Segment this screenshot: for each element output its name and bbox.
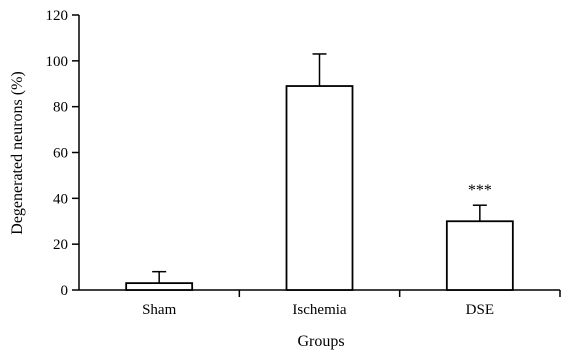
y-tick-label: 20 [53, 237, 68, 253]
bar-sham [125, 282, 194, 291]
y-tick-label: 120 [46, 8, 69, 24]
bars: *** [125, 53, 514, 291]
x-tick-label: Ischemia [292, 302, 346, 318]
y-tick-label: 100 [46, 54, 69, 70]
y-tick-label: 80 [53, 100, 68, 116]
bar-dse [445, 220, 514, 291]
bar-ischemia [285, 85, 354, 291]
y-tick-label: 40 [53, 191, 68, 207]
x-axis: Sham Ischemia DSE [79, 289, 561, 318]
x-tick-label: Sham [142, 302, 177, 318]
y-tick-label: 0 [61, 283, 69, 299]
x-axis-title: Groups [297, 333, 344, 350]
significance-label: *** [468, 182, 492, 199]
y-axis: 0 20 40 60 80 100 120 [46, 8, 80, 299]
x-tick-label: DSE [466, 302, 494, 318]
y-axis-title: Degenerated neurons (%) [9, 71, 26, 234]
y-tick-label: 60 [53, 146, 68, 162]
